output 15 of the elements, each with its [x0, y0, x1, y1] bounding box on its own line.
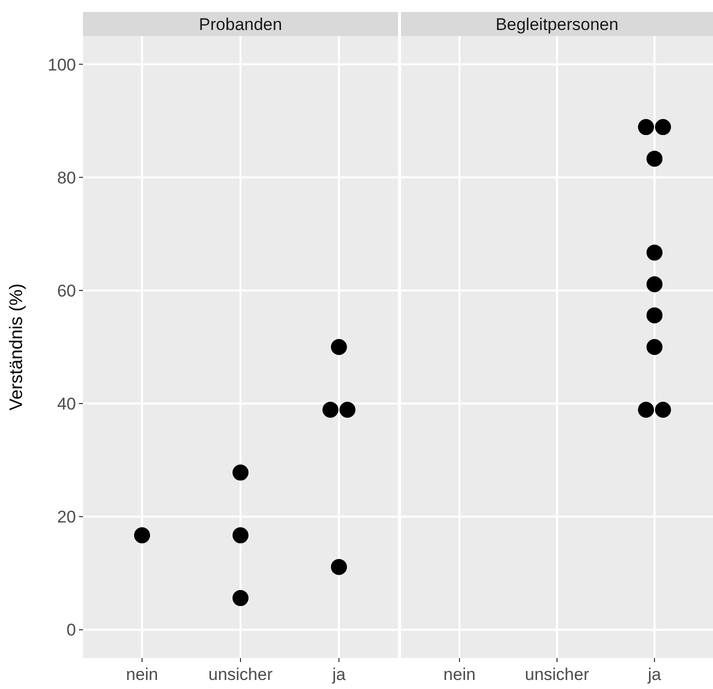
- x-tick-label: nein: [443, 665, 476, 684]
- x-tick-label: unsicher: [524, 665, 590, 684]
- y-tick-label: 60: [57, 281, 76, 300]
- x-tick-label: nein: [126, 665, 158, 684]
- chart-title: Probanden: [198, 15, 282, 34]
- y-tick-label: 0: [66, 620, 76, 640]
- x-tick-label: ja: [646, 665, 662, 684]
- y-tick-label: 80: [57, 168, 76, 188]
- y-tick-label: 100: [48, 55, 76, 74]
- y-tick-label: 40: [57, 394, 76, 414]
- x-tick-label: ja: [331, 665, 346, 684]
- y-axis-title: Verständnis (%): [6, 283, 26, 411]
- chart-title: Begleitpersonen: [496, 15, 618, 34]
- x-tick-label: unsicher: [208, 665, 273, 684]
- y-tick-label: 20: [57, 508, 76, 527]
